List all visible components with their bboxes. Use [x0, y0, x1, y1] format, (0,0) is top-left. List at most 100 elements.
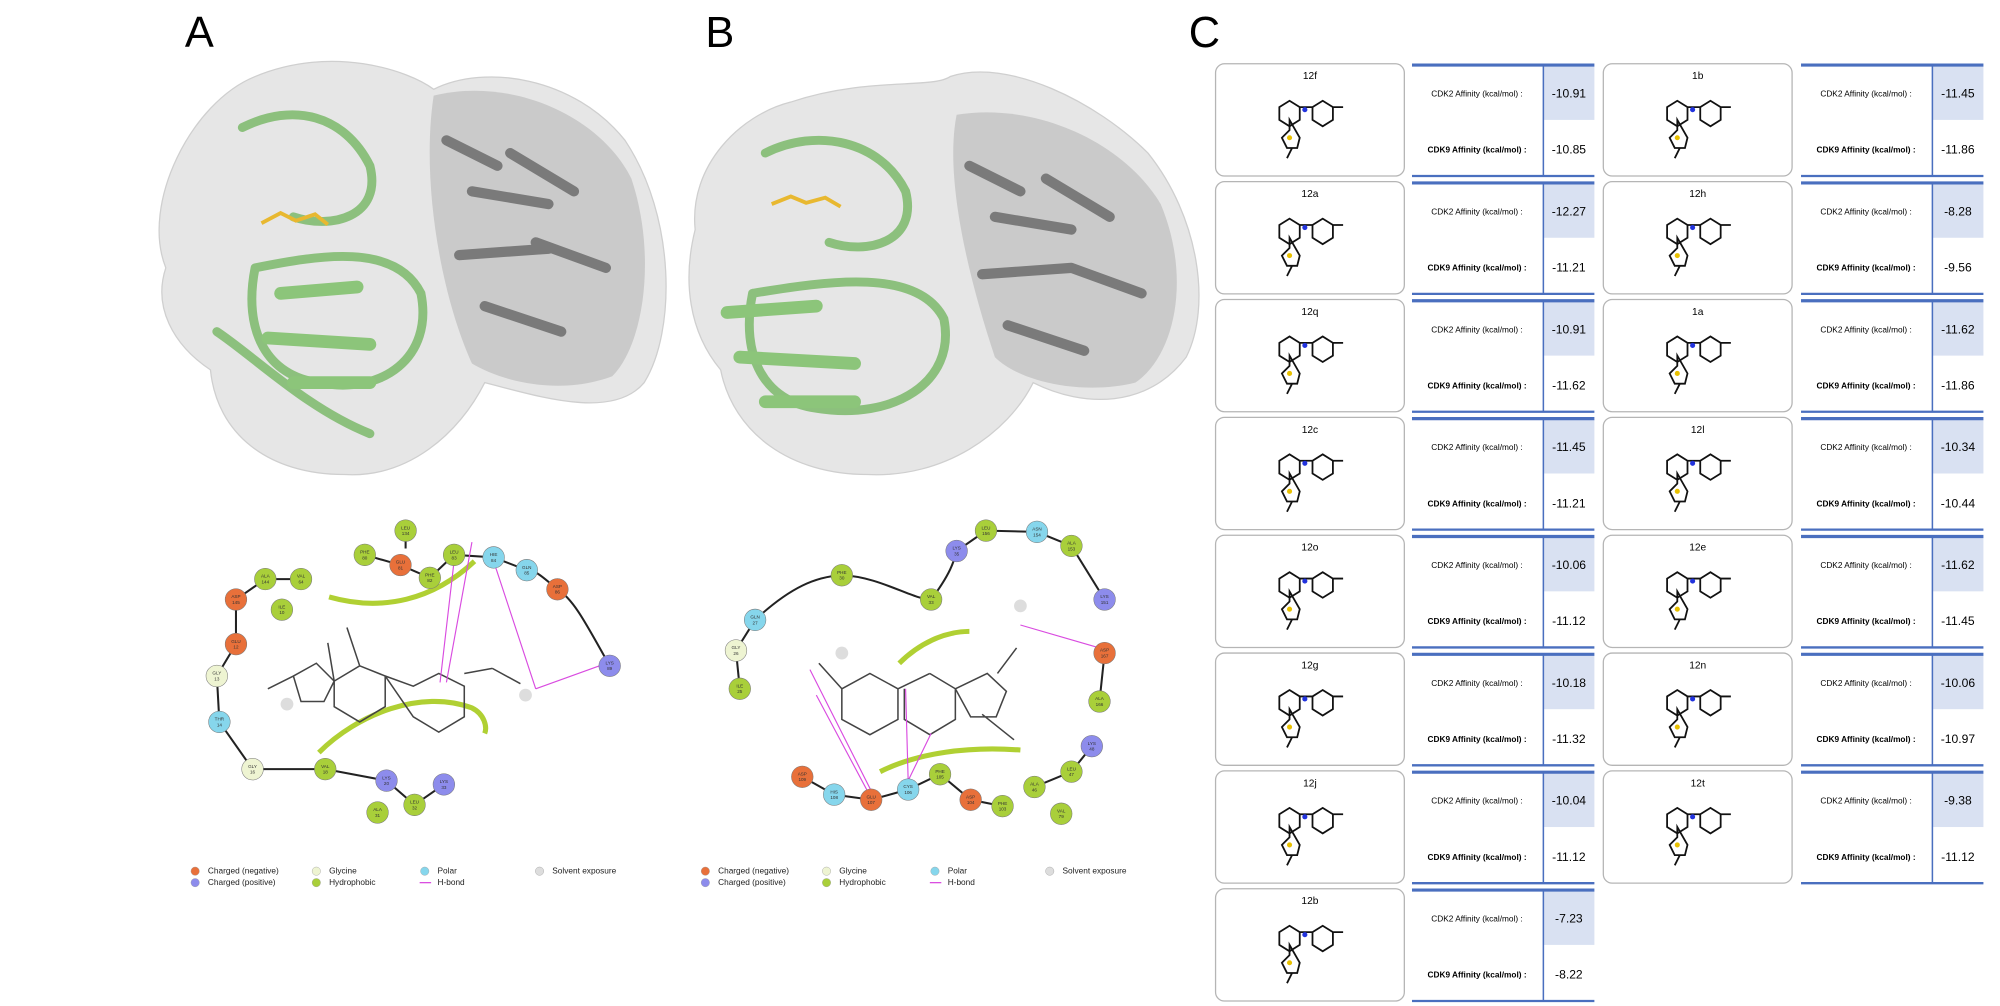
residue — [366, 801, 389, 824]
cdk2-value: -8.28 — [1944, 204, 1972, 218]
structure-card — [1214, 416, 1405, 531]
compound-entry: 12n CDK2 Affinity (kcal/mol) : CDK9 Affini… — [1602, 652, 1984, 767]
residue — [1080, 735, 1103, 758]
residue-name: GLN — [522, 565, 531, 570]
cdk9-label: CDK9 Affinity (kcal/mol) : — [1817, 616, 1916, 626]
residue-name: PHE — [425, 572, 434, 577]
structure-card — [1214, 180, 1405, 295]
compound-name: 12l — [1691, 425, 1705, 436]
atom — [1690, 696, 1696, 702]
structure-card — [1602, 416, 1793, 531]
legend-label: Polar — [438, 865, 458, 875]
legend-swatch — [1045, 866, 1055, 876]
atom — [1286, 960, 1293, 966]
compound-name: 12j — [1303, 778, 1317, 789]
residue-name: LYS — [952, 546, 960, 551]
residue-number: 154 — [1033, 532, 1041, 537]
residue-name: LYS — [440, 779, 448, 784]
cdk9-label: CDK9 Affinity (kcal/mol) : — [1428, 145, 1527, 155]
compound-entry: 12j CDK2 Affinity (kcal/mol) : CDK9 Affini… — [1214, 770, 1595, 885]
compound-name: 12b — [1301, 896, 1318, 907]
cdk2-label: CDK2 Affinity (kcal/mol) : — [1820, 324, 1911, 334]
atom — [1690, 342, 1696, 348]
residue — [394, 519, 417, 542]
atom — [1286, 253, 1293, 259]
residue-number: 153 — [1068, 546, 1076, 551]
structure-drawing — [1666, 806, 1731, 866]
cdk2-value: -11.62 — [1941, 558, 1975, 572]
ligand — [260, 210, 330, 226]
residue-number: 12 — [233, 645, 239, 650]
residue-name: ALA — [373, 807, 383, 812]
structure-drawing — [1666, 571, 1731, 630]
residue-number: 25 — [737, 689, 743, 694]
residue — [791, 765, 814, 788]
residue — [353, 543, 376, 566]
structure-card — [1602, 63, 1793, 177]
legend-label: Charged (positive) — [718, 877, 786, 887]
atom — [1302, 460, 1308, 466]
residue-number: 83 — [452, 555, 458, 560]
compound-name: 12e — [1689, 543, 1706, 554]
ribbon-green — [744, 135, 950, 416]
compound-entry: 12h CDK2 Affinity (kcal/mol) : CDK9 Affini… — [1602, 180, 1984, 296]
cdk2-label: CDK2 Affinity (kcal/mol) : — [1431, 89, 1522, 99]
hydrophobic-contact — [878, 746, 1021, 774]
residue — [1023, 775, 1046, 799]
structure-drawing — [1666, 689, 1731, 748]
cdk2-value: -11.62 — [1941, 322, 1975, 336]
cdk2-label: CDK2 Affinity (kcal/mol) : — [1431, 914, 1522, 924]
residue-name: GLY — [248, 764, 257, 769]
residue — [224, 588, 248, 611]
cdk9-value: -11.12 — [1552, 614, 1586, 628]
residue-name: LEU — [982, 525, 991, 530]
ligand-structure — [267, 627, 521, 734]
compound-entry: 12g CDK2 Affinity (kcal/mol) : CDK9 Affini… — [1214, 652, 1595, 767]
residue — [1050, 802, 1073, 825]
atom — [1302, 342, 1308, 348]
residue-number: 14 — [217, 722, 223, 727]
residue-number: 31 — [375, 813, 381, 818]
cdk9-value: -11.12 — [1941, 850, 1975, 864]
cdk2-label: CDK2 Affinity (kcal/mol) : — [1820, 796, 1911, 806]
compound-name: 12c — [1302, 425, 1318, 436]
solvent-exposure — [1014, 599, 1027, 613]
protein-render — [158, 60, 667, 476]
structure-drawing — [1278, 217, 1344, 277]
cdk9-value: -8.22 — [1555, 968, 1583, 982]
cdk9-label: CDK9 Affinity (kcal/mol) : — [1428, 852, 1527, 862]
value-cell — [1932, 184, 1984, 238]
residue-name: PHE — [837, 570, 846, 575]
cdk9-label: CDK9 Affinity (kcal/mol) : — [1428, 498, 1527, 508]
value-cell — [1543, 302, 1595, 356]
helix-green — [720, 299, 861, 409]
compound-entry: 12f CDK2 Affinity (kcal/mol) : CDK9 Affini… — [1214, 63, 1595, 178]
residue-number: 81 — [398, 565, 404, 570]
residue-name: VAL — [927, 594, 936, 599]
residue — [1093, 588, 1116, 611]
atom — [1302, 932, 1308, 938]
residue-name: ALA — [1095, 696, 1105, 701]
residue — [1093, 641, 1116, 665]
atom — [1302, 107, 1308, 113]
residue — [991, 795, 1014, 818]
residue-name: CYS — [903, 784, 912, 789]
residue — [254, 567, 277, 591]
residue-number: 18 — [323, 770, 329, 775]
residue-name: LEU — [410, 800, 419, 805]
value-cell — [1932, 419, 1984, 474]
value-cell — [1543, 419, 1595, 474]
atom — [1674, 135, 1680, 141]
residue-number: 30 — [839, 576, 845, 581]
cdk9-label: CDK9 Affinity (kcal/mol) : — [1817, 852, 1916, 862]
value-cell — [1932, 66, 1984, 120]
legend-swatch — [700, 866, 710, 876]
residue-number: 104 — [967, 800, 975, 805]
cdk9-value: -11.86 — [1941, 143, 1975, 157]
structure-card — [1214, 298, 1405, 413]
residue — [1025, 520, 1049, 543]
residue — [270, 598, 293, 621]
value-cell — [1932, 655, 1984, 710]
residue-name: GLU — [396, 560, 405, 565]
cdk2-label: CDK2 Affinity (kcal/mol) : — [1820, 89, 1911, 99]
